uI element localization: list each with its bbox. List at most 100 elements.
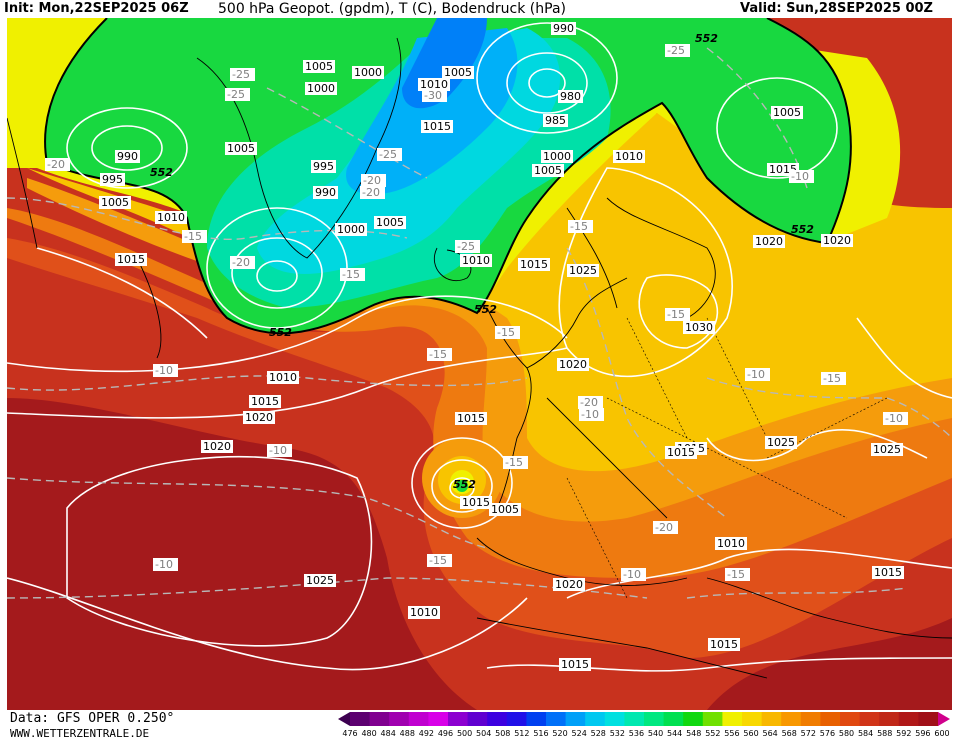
- pressure-label: 1010: [613, 150, 645, 163]
- pressure-label: 1030: [683, 321, 715, 334]
- temperature-label: -25: [455, 240, 480, 253]
- temperature-label: -10: [267, 444, 292, 457]
- svg-text:-10: -10: [747, 368, 765, 381]
- pressure-label: 1005: [532, 164, 564, 177]
- legend-labels: 476 480 484 488 492 496 500 504 508 512 516 520 524 5…: [340, 729, 952, 741]
- geopot-label: 552: [453, 478, 476, 491]
- svg-text:1005: 1005: [491, 503, 519, 516]
- temperature-label: -20: [361, 174, 386, 187]
- svg-text:1015: 1015: [874, 566, 902, 579]
- temperature-label: -15: [568, 220, 593, 233]
- legend-tick-label: 516: [533, 729, 549, 738]
- pressure-label: 1025: [765, 436, 797, 449]
- legend-tick-label: 488: [399, 729, 415, 738]
- svg-text:1020: 1020: [245, 411, 273, 424]
- legend-tick-label: 592: [896, 729, 912, 738]
- legend-tick-label: 552: [705, 729, 721, 738]
- pressure-label: 1005: [771, 106, 803, 119]
- legend-tick-label: 496: [437, 729, 454, 738]
- pressure-label: 1015: [455, 412, 487, 425]
- svg-text:1005: 1005: [305, 60, 333, 73]
- svg-text:1015: 1015: [520, 258, 548, 271]
- svg-text:1020: 1020: [555, 578, 583, 591]
- pressure-label: 1025: [567, 264, 599, 277]
- legend-tick-label: 600: [934, 729, 950, 738]
- svg-text:-15: -15: [570, 220, 588, 233]
- legend-swatch: [898, 712, 919, 726]
- pressure-label: 995: [100, 173, 125, 186]
- legend-tick-label: 556: [724, 729, 740, 738]
- legend-swatch: [722, 712, 743, 726]
- svg-text:1025: 1025: [767, 436, 795, 449]
- legend-tick-label: 476: [342, 729, 358, 738]
- legend-tick-label: 568: [781, 729, 797, 738]
- legend-swatch: [546, 712, 567, 726]
- svg-text:1015: 1015: [462, 496, 490, 509]
- svg-text:1015: 1015: [117, 253, 145, 266]
- legend-swatch: [487, 712, 508, 726]
- legend-swatch: [604, 712, 625, 726]
- temperature-label: -20: [653, 521, 678, 534]
- legend-tick-label: 580: [838, 729, 855, 738]
- svg-text:1015: 1015: [561, 658, 589, 671]
- svg-text:-15: -15: [342, 268, 360, 281]
- init-time: Init: Mon,22SEP2025 06Z: [4, 1, 189, 16]
- legend-tick-label: 544: [667, 729, 683, 738]
- geopot-label: 552: [269, 326, 292, 339]
- legend-tick-label: 508: [495, 729, 511, 738]
- svg-text:-25: -25: [667, 44, 685, 57]
- svg-text:990: 990: [553, 22, 574, 35]
- svg-text:1025: 1025: [569, 264, 597, 277]
- svg-text:-30: -30: [424, 89, 442, 102]
- svg-text:-15: -15: [505, 456, 523, 469]
- temperature-label: -15: [182, 230, 207, 243]
- legend-swatch: [742, 712, 763, 726]
- isobars: [7, 22, 952, 672]
- geopot-label: 552: [791, 223, 814, 236]
- svg-text:1020: 1020: [203, 440, 231, 453]
- pressure-label: 1020: [553, 578, 585, 591]
- legend-swatch: [663, 712, 684, 726]
- svg-text:-15: -15: [429, 348, 447, 361]
- svg-text:-10: -10: [885, 412, 903, 425]
- pressure-label: 1000: [541, 150, 573, 163]
- svg-text:-20: -20: [655, 521, 673, 534]
- pressure-label: 1020: [201, 440, 233, 453]
- pressure-label: 990: [115, 150, 140, 163]
- legend-arrow-right: [938, 712, 950, 726]
- legend-swatch: [467, 712, 488, 726]
- legend-tick-label: 532: [609, 729, 625, 738]
- svg-text:990: 990: [315, 186, 336, 199]
- legend-swatch: [506, 712, 527, 726]
- pressure-label: 990: [551, 22, 576, 35]
- legend-swatch: [389, 712, 410, 726]
- svg-text:-10: -10: [155, 558, 173, 571]
- website-url: WWW.WETTERZENTRALE.DE: [10, 727, 150, 740]
- legend-tick-label: 536: [628, 729, 645, 738]
- svg-text:995: 995: [313, 160, 334, 173]
- svg-text:-20: -20: [232, 256, 250, 269]
- svg-text:-25: -25: [227, 88, 245, 101]
- legend-swatch: [526, 712, 547, 726]
- legend-tick-label: 480: [361, 729, 377, 738]
- pressure-label: 1015: [115, 253, 147, 266]
- legend-tick-label: 564: [762, 729, 778, 738]
- legend-swatch: [800, 712, 821, 726]
- legend-swatch: [565, 712, 586, 726]
- svg-text:1010: 1010: [410, 606, 438, 619]
- temperature-label: -15: [665, 308, 690, 321]
- pressure-label: 1010: [460, 254, 492, 267]
- pressure-label: 1005: [303, 60, 335, 73]
- temperature-label: -10: [745, 368, 770, 381]
- temperature-label: -25: [665, 44, 690, 57]
- svg-text:-20: -20: [580, 396, 598, 409]
- legend-tick-label: 524: [571, 729, 587, 738]
- pressure-label: 1020: [243, 411, 275, 424]
- svg-text:1005: 1005: [376, 216, 404, 229]
- legend-swatch: [428, 712, 449, 726]
- svg-text:1025: 1025: [306, 574, 334, 587]
- legend-swatch: [644, 712, 665, 726]
- svg-text:1005: 1005: [227, 142, 255, 155]
- contour-552: [44, 18, 852, 335]
- pressure-label: 1005: [442, 66, 474, 79]
